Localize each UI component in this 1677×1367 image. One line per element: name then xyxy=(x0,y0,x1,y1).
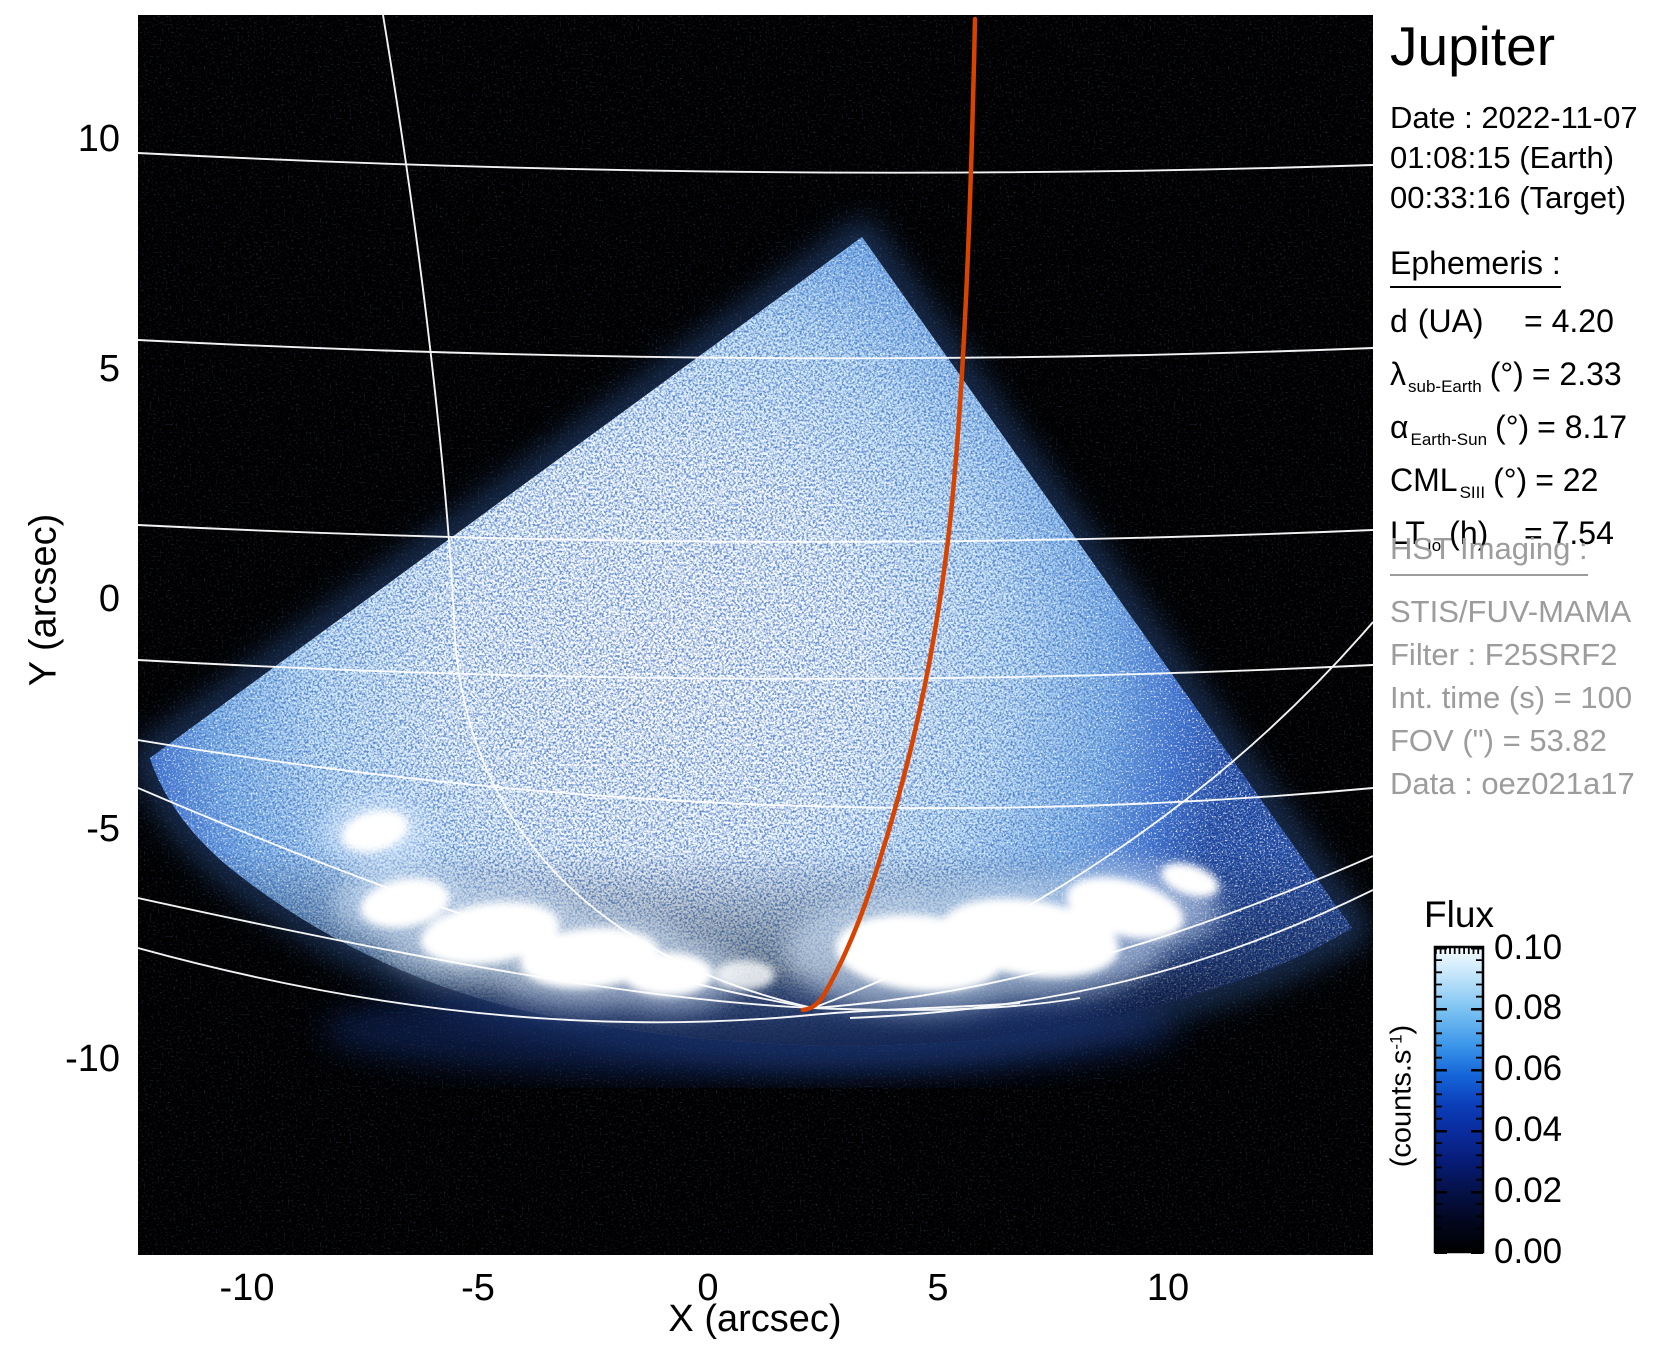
x-tick-label: 5 xyxy=(927,1267,949,1309)
y-tick-label: 0 xyxy=(98,578,120,620)
x-tick-label: 10 xyxy=(1146,1267,1190,1309)
hst-fov: FOV (") = 53.82 xyxy=(1390,723,1607,758)
colorbar-unit-label: (counts.s-1) xyxy=(1386,1025,1419,1167)
colorbar-unit-close: ) xyxy=(1385,1024,1418,1035)
colorbar-tick-label: 0.10 xyxy=(1494,928,1563,967)
graticule-latitude-line xyxy=(138,739,1373,809)
eph-symbol: CML xyxy=(1390,462,1458,498)
eph-value: = 2.33 xyxy=(1531,356,1622,392)
eph-unit: (°) xyxy=(1489,356,1524,392)
colorbar-unit-sup: -1 xyxy=(1386,1034,1406,1050)
eph-value: = 22 xyxy=(1535,462,1599,498)
eph-unit: (UA) xyxy=(1417,303,1484,339)
graticule-meridian-line xyxy=(138,897,1081,1011)
hst-imaging-section: HST Imaging : STIS/FUV-MAMA Filter : F25… xyxy=(1390,528,1635,806)
ephemeris-row: LT Io (h) = 7.54 xyxy=(1390,514,1627,558)
graticule-latitude-line xyxy=(138,524,1373,543)
graticule-meridian-line xyxy=(138,947,1021,1024)
graticule-meridian-line xyxy=(382,15,814,1009)
graticule-latitude-line xyxy=(138,339,1373,360)
eph-symbol: λ xyxy=(1390,356,1406,392)
x-axis-label: X (arcsec) xyxy=(668,1298,842,1340)
colorbar-tick-label: 0.04 xyxy=(1494,1110,1563,1149)
colorbar-unit-open: (counts.s xyxy=(1385,1049,1418,1168)
hst-data-id: Data : oez021a17 xyxy=(1390,766,1635,801)
eph-symbol: α xyxy=(1390,409,1409,445)
colorbar-tick-label: 0.00 xyxy=(1494,1232,1563,1271)
image-panel xyxy=(138,15,1373,1255)
eph-symbol: d xyxy=(1390,303,1408,339)
date-line: Date : 2022-11-07 xyxy=(1390,100,1638,135)
observation-times: Date : 2022-11-07 01:08:15 (Earth) 00:33… xyxy=(1390,98,1638,218)
hst-int-time: Int. time (s) = 100 xyxy=(1390,680,1633,715)
graticule-meridian-line xyxy=(812,621,1373,1009)
eph-subscript: Io xyxy=(1426,536,1442,555)
graticule-lines xyxy=(138,15,1373,1024)
eph-unit: (°) xyxy=(1493,462,1528,498)
ephemeris-heading: Ephemeris : xyxy=(1390,244,1561,288)
eph-symbol: LT xyxy=(1390,515,1425,551)
colorbar-tick-label: 0.02 xyxy=(1494,1171,1563,1210)
eph-value: = 8.17 xyxy=(1537,409,1628,445)
eph-subscript: SIII xyxy=(1459,483,1486,502)
eph-unit: (°) xyxy=(1495,409,1530,445)
hst-filter: Filter : F25SRF2 xyxy=(1390,637,1618,672)
highlighted-meridian-line xyxy=(800,16,978,1013)
colorbar-title: Flux xyxy=(1424,894,1494,935)
time-target-line: 00:33:16 (Target) xyxy=(1390,180,1627,215)
y-axis-label: Y (arcsec) xyxy=(22,513,65,687)
eph-subscript: sub-Earth xyxy=(1408,377,1482,396)
ephemeris-row: d (UA) = 4.20 xyxy=(1390,302,1627,346)
ephemeris-row: λ sub-Earth (°) = 2.33 xyxy=(1390,355,1627,399)
graticule-latitude-line xyxy=(138,659,1373,680)
y-tick-label: 5 xyxy=(98,348,120,390)
y-tick-label: -10 xyxy=(65,1038,120,1080)
ephemeris-row: α Earth-Sun (°) = 8.17 xyxy=(1390,408,1627,452)
x-tick-label: -5 xyxy=(461,1267,495,1309)
colorbar-tick-label: 0.08 xyxy=(1494,988,1563,1027)
ephemeris-row: CML SIII (°) = 22 xyxy=(1390,461,1627,505)
x-tick-label: -10 xyxy=(219,1267,275,1309)
y-tick-label: 10 xyxy=(77,118,120,160)
page-title: Jupiter xyxy=(1390,15,1556,77)
hst-instrument: STIS/FUV-MAMA xyxy=(1390,594,1632,629)
graticule-latitude-line xyxy=(138,152,1373,174)
colorbar-tick-label: 0.06 xyxy=(1494,1049,1563,1088)
eph-unit: (h) xyxy=(1449,515,1489,551)
x-tick-label: 0 xyxy=(697,1267,719,1309)
eph-value: = 7.54 xyxy=(1524,515,1614,551)
ephemeris-section: Ephemeris : d (UA) = 4.20 λ sub-Earth (°) = 2… xyxy=(1390,244,1627,567)
hst-heading: HST Imaging : xyxy=(1390,528,1588,576)
aurora-band xyxy=(341,809,1219,996)
graticule-meridian-line xyxy=(812,855,1373,1009)
eph-subscript: Earth-Sun xyxy=(1410,430,1488,449)
colorbar-gradient xyxy=(1433,945,1485,1254)
colorbar xyxy=(1433,945,1485,1254)
time-earth-line: 01:08:15 (Earth) xyxy=(1390,140,1615,175)
graticule-meridian-line xyxy=(849,889,1373,1019)
y-tick-label: -5 xyxy=(86,808,120,850)
eph-value: = 4.20 xyxy=(1524,303,1614,339)
graticule-meridian-line xyxy=(138,787,814,1009)
